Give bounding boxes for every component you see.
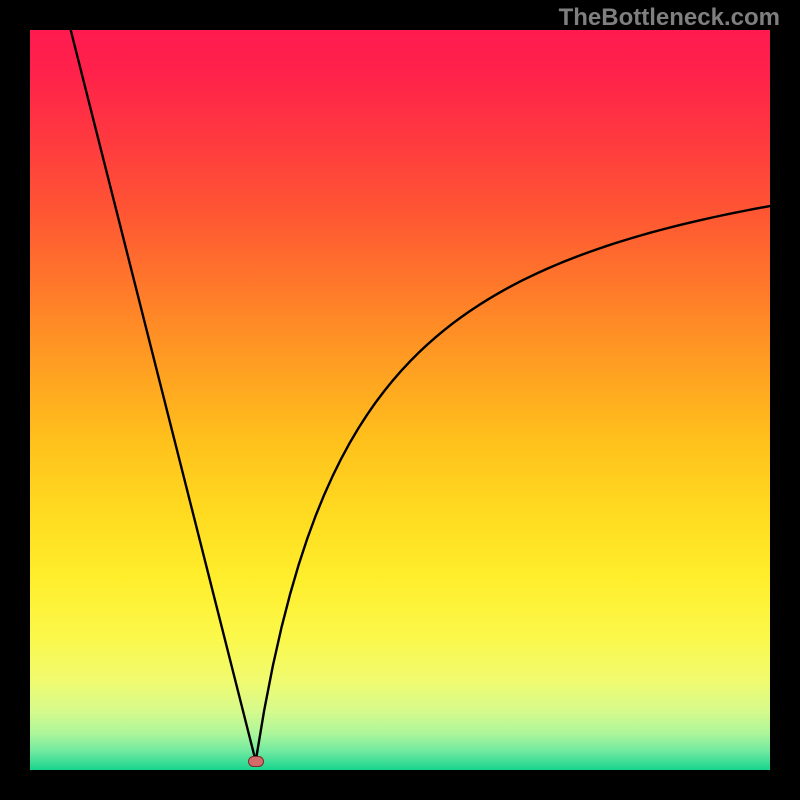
optimum-marker	[248, 756, 264, 767]
watermark-text: TheBottleneck.com	[559, 4, 780, 32]
chart-container: TheBottleneck.com	[0, 0, 800, 800]
plot-area	[30, 30, 770, 770]
